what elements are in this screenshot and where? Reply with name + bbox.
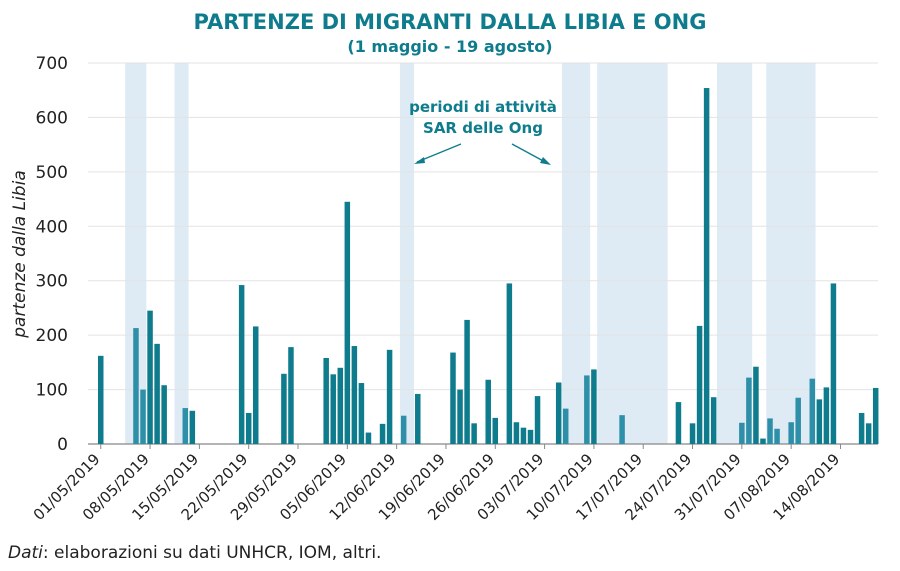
bar	[810, 379, 815, 444]
source-label: Dati	[8, 543, 43, 563]
sar-annotation: periodi di attività SAR delle Ong	[409, 98, 557, 165]
bar	[521, 428, 526, 444]
bar	[401, 416, 406, 444]
bar	[788, 422, 793, 444]
bar	[795, 398, 800, 444]
y-tick-label: 700	[36, 54, 68, 74]
bar	[338, 368, 343, 444]
bar	[619, 415, 624, 444]
bar	[133, 328, 138, 444]
bar	[190, 411, 195, 444]
bar	[98, 356, 103, 444]
bar	[366, 433, 371, 444]
y-tick-label: 400	[36, 217, 68, 237]
bar	[866, 423, 871, 444]
bar	[591, 369, 596, 444]
annotation-line-2: SAR delle Ong	[423, 119, 543, 137]
bar	[704, 88, 709, 444]
source-text: : elaborazioni su dati UNHCR, IOM, altri…	[43, 543, 382, 563]
bar	[690, 423, 695, 444]
sar-band	[174, 63, 188, 444]
bar	[387, 350, 392, 444]
bar	[359, 383, 364, 444]
bar	[345, 202, 350, 444]
bar	[746, 378, 751, 444]
bar	[253, 326, 258, 444]
annotation-arrowhead-left	[414, 157, 425, 164]
bar	[323, 358, 328, 444]
source-note: Dati: elaborazioni su dati UNHCR, IOM, a…	[8, 543, 381, 563]
sar-band	[400, 63, 414, 444]
y-tick-label: 200	[36, 326, 68, 346]
bar	[535, 396, 540, 444]
bars	[98, 88, 878, 444]
y-tick-label: 600	[36, 108, 68, 128]
y-tick-labels: 0 100 200 300 400 500 600 700	[36, 54, 68, 455]
bar	[330, 374, 335, 444]
sar-band	[597, 63, 667, 444]
bar	[711, 397, 716, 444]
bar	[697, 326, 702, 444]
annotation-arrowhead-right	[540, 157, 551, 165]
bar	[767, 418, 772, 444]
chart-subtitle: (1 maggio - 19 agosto)	[347, 37, 552, 56]
bar	[415, 394, 420, 444]
bar	[161, 385, 166, 444]
bar	[824, 387, 829, 444]
bar	[774, 429, 779, 444]
y-axis-label: partenze dalla Libia	[10, 170, 30, 339]
bar	[760, 439, 765, 444]
bar	[457, 390, 462, 444]
y-tick-label: 300	[36, 272, 68, 292]
bar	[281, 374, 286, 444]
bar	[140, 390, 145, 444]
bar	[471, 423, 476, 444]
bar	[507, 283, 512, 444]
x-tick-labels: 01/05/201908/05/201915/05/201922/05/2019…	[30, 444, 844, 524]
bar	[873, 388, 878, 444]
bar	[859, 413, 864, 444]
bar	[676, 402, 681, 444]
bar	[154, 344, 159, 444]
bar	[556, 382, 561, 444]
bar	[147, 311, 152, 444]
bar	[450, 353, 455, 444]
y-tick-label: 500	[36, 163, 68, 183]
bar	[485, 380, 490, 444]
bar	[183, 408, 188, 444]
bar	[753, 367, 758, 444]
chart-title: PARTENZE DI MIGRANTI DALLA LIBIA E ONG	[194, 10, 707, 34]
bar	[563, 409, 568, 444]
bar	[528, 430, 533, 444]
bar	[239, 285, 244, 444]
bar	[464, 320, 469, 444]
sar-band	[766, 63, 815, 444]
bar	[514, 422, 519, 444]
annotation-line-1: periodi di attività	[409, 98, 557, 116]
y-tick-label: 0	[57, 435, 68, 455]
bar	[352, 346, 357, 444]
y-tick-label: 100	[36, 381, 68, 401]
bar	[817, 399, 822, 444]
bar	[288, 347, 293, 444]
bar	[493, 418, 498, 444]
bar	[380, 424, 385, 444]
bar	[584, 375, 589, 444]
bar	[739, 423, 744, 444]
bar	[831, 283, 836, 444]
bar	[246, 413, 251, 444]
